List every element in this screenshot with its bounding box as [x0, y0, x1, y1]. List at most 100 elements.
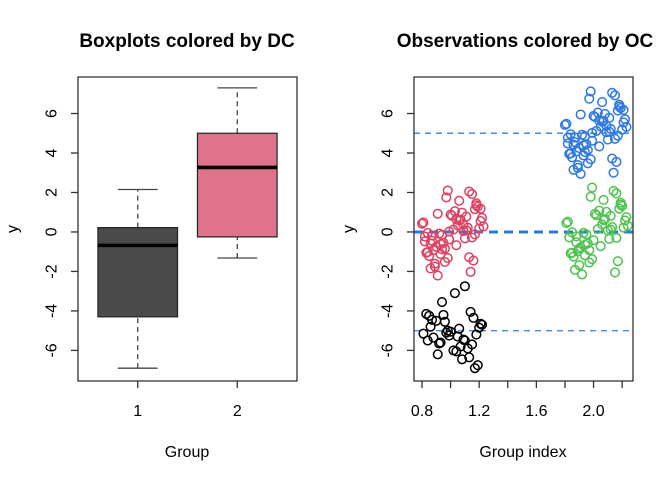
data-point-cluster-green	[604, 233, 615, 244]
data-point-cluster-black	[459, 281, 470, 292]
data-point-cluster-blue	[575, 109, 586, 120]
scatter-panel: Observations colored by OC Group index y…	[336, 0, 672, 480]
data-point-cluster-green	[569, 264, 581, 275]
data-point-cluster-black	[449, 288, 460, 299]
data-point-cluster-blue	[609, 133, 621, 144]
data-point-cluster-blue	[559, 119, 571, 131]
data-point-cluster-black	[444, 330, 455, 341]
data-point-cluster-green	[595, 241, 606, 252]
data-point-cluster-red	[425, 238, 436, 249]
data-point-cluster-red	[434, 228, 445, 239]
data-point-cluster-black	[469, 363, 480, 374]
boxplot-chart: Boxplots colored by DC Group y -6 -4 -2 0 2 4…	[5, 31, 298, 461]
boxplot-xaxis-label: Group	[165, 444, 210, 461]
x-tick-label: 2	[233, 403, 242, 420]
data-point-cluster-red	[465, 266, 476, 277]
data-point-cluster-blue	[609, 90, 621, 101]
data-point-cluster-red	[435, 239, 446, 250]
x-tick-label: 1.2	[468, 403, 490, 420]
scatter-chart: Observations colored by OC Group index y…	[341, 31, 654, 461]
data-point-cluster-blue	[597, 97, 608, 108]
data-point-cluster-red	[416, 218, 428, 229]
data-point-cluster-green	[584, 257, 595, 268]
data-point-cluster-green	[611, 232, 622, 243]
box-group-2	[196, 132, 278, 238]
data-point-cluster-red	[476, 212, 488, 223]
y-tick-label: -4	[44, 304, 61, 318]
data-point-cluster-green	[605, 224, 616, 235]
data-point-cluster-red	[458, 219, 469, 230]
data-point-cluster-green	[571, 231, 582, 242]
data-point-cluster-black	[438, 309, 449, 320]
data-point-cluster-red	[454, 195, 465, 206]
data-point-cluster-green	[587, 182, 598, 193]
data-point-cluster-green	[564, 232, 575, 243]
data-point-cluster-red	[432, 208, 443, 219]
data-point-cluster-blue	[562, 138, 573, 149]
data-point-cluster-blue	[585, 86, 596, 97]
data-point-cluster-black	[476, 319, 488, 330]
data-point-cluster-blue	[594, 115, 605, 126]
data-point-cluster-green	[577, 269, 588, 280]
data-point-cluster-red	[432, 270, 443, 281]
data-point-cluster-blue	[607, 87, 618, 98]
data-point-cluster-green	[585, 191, 596, 202]
data-point-cluster-black	[458, 334, 469, 345]
y-tick-label: -6	[380, 343, 397, 357]
data-point-cluster-blue	[568, 139, 579, 150]
data-point-cluster-blue	[565, 148, 576, 159]
data-point-cluster-blue	[584, 93, 595, 104]
data-point-cluster-green	[597, 219, 608, 230]
data-point-cluster-black	[468, 312, 479, 323]
data-point-cluster-red	[478, 221, 489, 232]
data-point-cluster-blue	[579, 146, 591, 158]
data-point-cluster-green	[615, 199, 626, 210]
data-point-cluster-green	[591, 210, 602, 221]
data-point-cluster-green	[561, 218, 572, 229]
x-tick-label: 0.8	[411, 403, 433, 420]
data-point-cluster-green	[617, 200, 628, 211]
data-point-cluster-green	[587, 254, 598, 265]
data-point-cluster-black	[472, 360, 483, 371]
plot-border	[77, 76, 298, 382]
data-point-cluster-blue	[607, 153, 618, 164]
data-point-cluster-green	[612, 256, 623, 267]
data-point-cluster-red	[452, 220, 463, 231]
data-point-cluster-black	[436, 296, 448, 308]
data-point-cluster-blue	[612, 130, 623, 141]
data-point-cluster-black	[425, 321, 436, 332]
data-point-cluster-red	[441, 192, 452, 203]
boxplot-plot-area: -6 -4 -2 0 2 4 6 1 2	[44, 76, 298, 420]
data-point-cluster-red	[451, 240, 462, 251]
data-point-cluster-red	[444, 226, 455, 237]
data-point-cluster-blue	[604, 126, 615, 137]
y-tick-label: 6	[380, 109, 397, 118]
data-point-cluster-black	[448, 345, 459, 356]
data-point-cluster-red	[472, 201, 483, 212]
data-point-cluster-black	[454, 323, 465, 334]
data-point-cluster-blue	[615, 102, 626, 114]
box-group-1	[97, 227, 179, 318]
data-point-cluster-green	[611, 188, 622, 199]
data-point-cluster-black	[474, 322, 485, 333]
y-tick-label: 0	[380, 227, 397, 236]
y-tick-label: 6	[44, 109, 61, 118]
scatter-plot-area: -6 -4 -2 0 2 4 6 0.8 1.2 1.6 2.0	[380, 76, 634, 420]
data-point-cluster-red	[475, 203, 486, 214]
y-tick-label: 2	[44, 188, 61, 197]
boxplot-panel: Boxplots colored by DC Group y -6 -4 -2 0 2 4…	[5, 31, 298, 461]
data-point-cluster-green	[574, 243, 585, 254]
data-point-cluster-black	[428, 332, 439, 343]
x-tick-label: 1	[133, 403, 142, 420]
data-point-cluster-blue	[578, 140, 589, 151]
data-point-cluster-red	[419, 236, 430, 247]
x-tick-label: 1.6	[525, 403, 547, 420]
data-point-cluster-blue	[582, 158, 593, 169]
data-point-cluster-red	[464, 186, 475, 197]
data-point-cluster-red	[418, 217, 429, 228]
data-point-cluster-blue	[621, 121, 632, 132]
data-point-cluster-red	[442, 185, 453, 196]
data-point-cluster-black	[426, 314, 438, 325]
y-tick-label: -4	[380, 304, 397, 318]
